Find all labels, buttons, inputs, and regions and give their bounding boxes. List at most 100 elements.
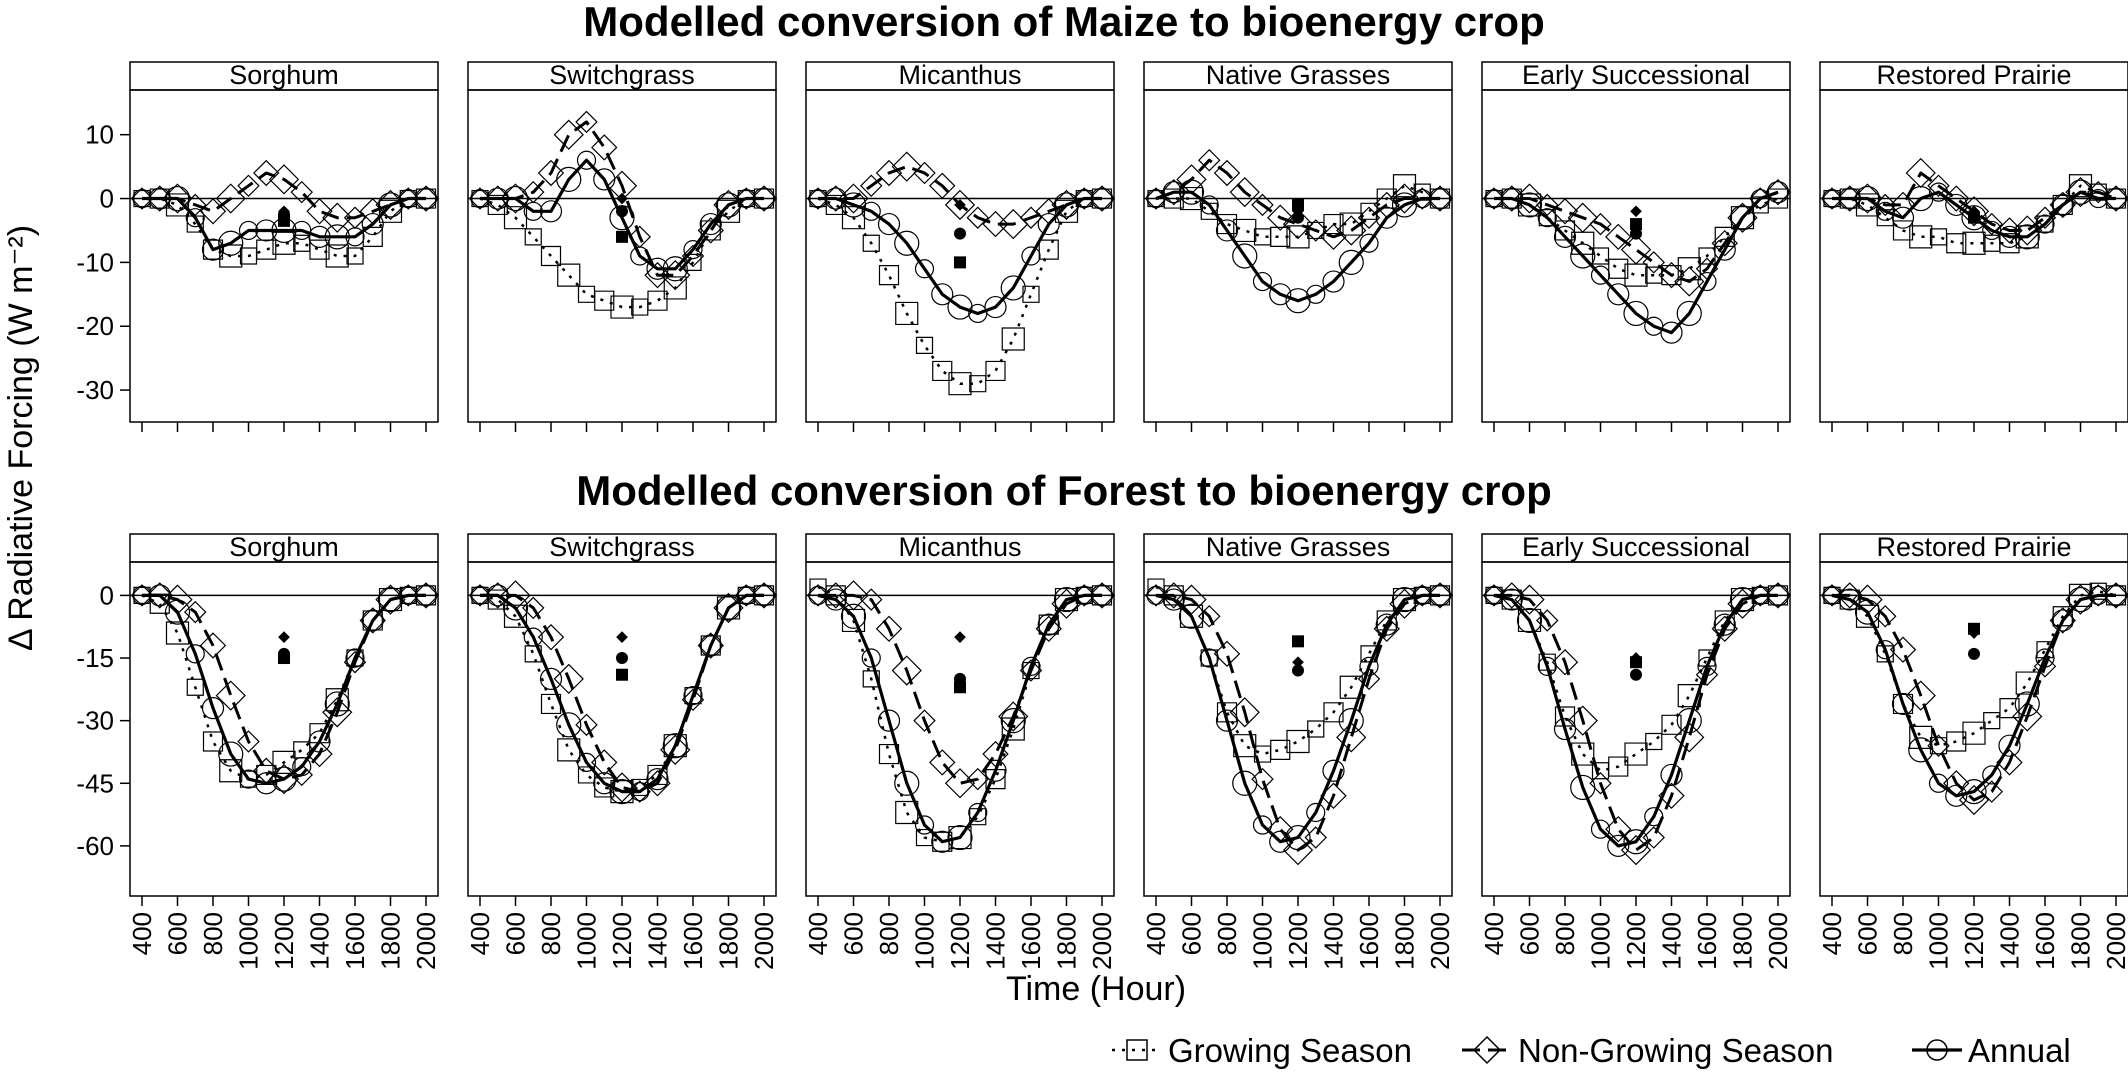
growing-point — [1909, 225, 1933, 249]
nongrowing-point — [199, 632, 227, 659]
growing-point — [325, 244, 349, 268]
nongrowing-point — [944, 189, 976, 221]
plot-frame — [1143, 89, 1453, 423]
nongrowing-point — [929, 749, 956, 776]
strip-label: Micanthus — [898, 60, 1021, 90]
strip-label: Sorghum — [229, 60, 339, 90]
x-tick-label: 1200 — [269, 912, 299, 970]
x-tick-label: 600 — [1177, 912, 1207, 955]
x-axis-title: Time (Hour) — [1006, 970, 1186, 1008]
strip-label: Switchgrass — [549, 532, 695, 562]
growing-line — [1832, 184, 2117, 245]
nongrowing-point — [1088, 185, 1116, 212]
annual-point — [1359, 233, 1379, 253]
nongrowing-point — [253, 159, 280, 187]
x-tick-label: 1400 — [1319, 912, 1349, 970]
nongrowing-point — [1727, 202, 1758, 233]
strip-label: Early Successional — [1522, 532, 1750, 562]
annual-point — [201, 697, 225, 720]
annual-point — [894, 230, 920, 256]
nongrowing-point — [606, 772, 638, 803]
nongrowing-point — [1144, 584, 1168, 607]
legend-item-nongrowing: Non-Growing Season — [1462, 1032, 1834, 1069]
x-tick-label: 1200 — [1959, 912, 1989, 970]
nongrowing-point — [1514, 183, 1545, 214]
annual-point — [1766, 181, 1790, 204]
y-tick-label: -10 — [76, 247, 114, 277]
x-tick-label: 400 — [127, 912, 157, 955]
annual-point — [984, 295, 1007, 319]
growing-point — [878, 265, 900, 286]
nongrowing-point — [750, 185, 778, 212]
legend-item-annual: Annual — [1912, 1032, 2071, 1069]
panel-early-successional: Early Successional — [1481, 60, 1792, 432]
annual-point — [1891, 206, 1915, 229]
nongrowing-point — [1905, 680, 1936, 711]
nongrowing-point — [697, 217, 724, 244]
nongrowing-point — [1373, 615, 1400, 642]
growing-point — [202, 731, 224, 752]
annual-point — [914, 815, 935, 835]
annual-line — [1493, 593, 1778, 848]
plot-frame — [129, 89, 439, 423]
nongrowing-point — [1927, 174, 1950, 198]
nongrowing-point — [1536, 193, 1559, 217]
nongrowing-point — [522, 596, 545, 620]
strip-label: Micanthus — [898, 532, 1021, 562]
growing-point — [272, 231, 296, 255]
y-axis-title: Δ Radiative Forcing (W m⁻²) — [2, 225, 40, 651]
maize-row: Modelled conversion of Maize to bioenerg… — [76, 0, 2128, 432]
growing-point — [1999, 233, 2020, 254]
annual-point — [984, 759, 1007, 782]
nongrowing-point — [1229, 697, 1260, 728]
nongrowing-point — [1749, 584, 1772, 607]
nongrowing-point — [966, 206, 989, 229]
growing-point — [1855, 604, 1880, 628]
x-tick-label: 1600 — [2030, 912, 2060, 970]
nongrowing-point — [397, 584, 420, 607]
nongrowing-point — [1567, 705, 1598, 736]
annual-point — [308, 730, 331, 753]
nongrowing-point — [1620, 234, 1652, 265]
nongrowing-point — [1411, 187, 1434, 210]
strip-box — [805, 61, 1115, 91]
nongrowing-point — [591, 749, 618, 776]
strip-label: Native Grasses — [1206, 532, 1391, 562]
growing-point — [346, 247, 364, 265]
growing-point — [487, 194, 508, 216]
nongrowing-point — [237, 730, 260, 753]
annual-point — [1053, 586, 1080, 613]
nongrowing-point — [375, 584, 406, 615]
nongrowing-point — [2102, 582, 2128, 609]
annual-point — [218, 741, 244, 767]
annual-point — [1590, 265, 1611, 285]
annual-point — [1162, 588, 1185, 611]
annual-point — [539, 667, 563, 691]
annual-point — [1838, 588, 1861, 611]
x-tick-label: 1200 — [945, 912, 975, 970]
annual-point — [1037, 613, 1060, 636]
nongrowing-point — [2012, 215, 2043, 246]
annual-point — [1729, 205, 1756, 231]
x-tick-label: 1400 — [981, 912, 1011, 970]
x-tick-label: 1200 — [607, 912, 637, 970]
annual-point — [1269, 283, 1292, 306]
panel-restored-prairie: Restored Prairie — [1819, 60, 2128, 432]
nongrowing-point — [891, 655, 922, 686]
annual-point — [1537, 656, 1557, 676]
growing-point — [577, 285, 596, 303]
annual-point — [630, 246, 650, 266]
nongrowing-point — [130, 187, 154, 210]
growing-point — [2068, 583, 2093, 607]
annual-point — [894, 770, 920, 796]
nongrowing-point — [1589, 772, 1612, 795]
annual-point — [683, 685, 703, 706]
annual-point — [1252, 815, 1273, 835]
nongrowing-point — [1711, 615, 1738, 642]
growing-mean — [954, 681, 966, 694]
nongrowing-point — [660, 734, 691, 766]
annual-point — [1891, 692, 1915, 716]
x-tick-label: 400 — [803, 912, 833, 955]
annual-mean — [954, 227, 966, 240]
nongrowing-point — [553, 119, 584, 150]
